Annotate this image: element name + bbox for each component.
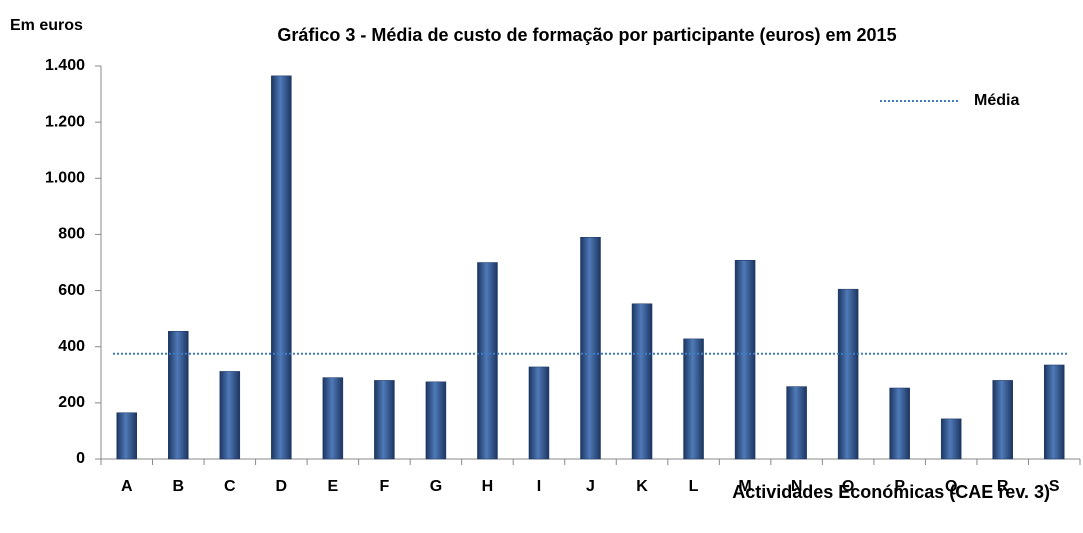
bar [631,303,653,460]
bar [683,338,704,460]
x-axis-label: Actividades Económicas (CAE rev. 3) [732,482,1050,502]
y-tick-label: 1.200 [45,113,85,130]
bar [477,262,498,460]
x-tick-label: B [173,478,185,495]
bar [786,386,807,460]
bar [271,75,292,460]
bar [374,380,395,460]
x-tick-label: L [689,478,699,495]
y-tick-label: 400 [58,338,85,355]
x-tick-label: P [894,478,905,495]
legend-label: Média [974,92,1019,109]
x-tick-label: I [537,478,541,495]
bar [168,331,189,460]
bar [734,260,756,460]
y-tick-label: 200 [58,394,85,411]
x-tick-label: A [121,478,133,495]
x-tick-label: Q [945,478,957,495]
x-tick-label: O [842,478,854,495]
x-tick-label: S [1049,478,1060,495]
y-tick-label: 0 [76,450,85,467]
y-tick-label: 1.400 [45,57,85,74]
x-tick-label: G [430,478,442,495]
x-tick-label: E [328,478,339,495]
bar [116,412,138,460]
bar [889,387,910,460]
bar [322,377,344,460]
x-tick-label: M [738,478,751,495]
x-tick-label: H [482,478,494,495]
bar [992,380,1013,460]
x-tick-label: F [380,478,390,495]
bar [219,371,241,460]
bar [837,288,859,460]
x-tick-label: D [276,478,288,495]
x-tick-label: C [224,478,236,495]
bar [1043,364,1065,460]
y-axis-label: Em euros [10,17,83,34]
bar [425,381,447,460]
x-tick-label: R [997,478,1009,495]
y-tick-label: 800 [58,226,85,243]
bar [528,366,550,460]
y-tick-label: 600 [58,282,85,299]
x-tick-label: N [791,478,803,495]
x-tick-label: J [586,478,595,495]
bar [940,418,962,460]
chart-title: Gráfico 3 - Média de custo de formação p… [277,25,896,45]
y-tick-label: 1.000 [45,170,85,187]
x-tick-label: K [636,478,648,495]
bar [580,236,601,460]
